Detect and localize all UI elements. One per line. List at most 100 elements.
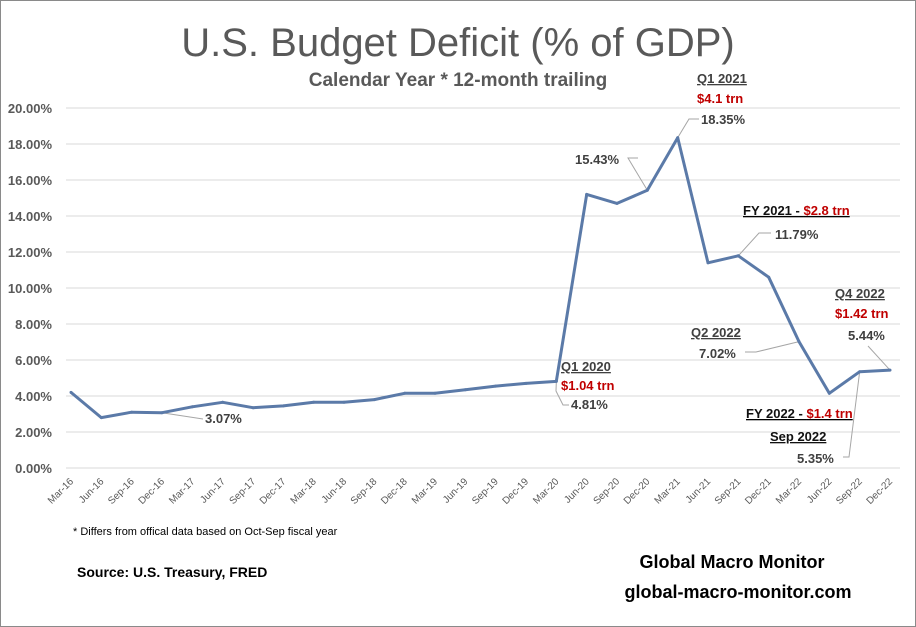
annotation-fy2022-heading: FY 2022 - $1.4 trn	[746, 406, 853, 421]
annotation-q1-2021-heading: Q1 2021	[697, 71, 747, 86]
annotation-dec20-value: 15.43%	[575, 152, 620, 167]
brand-url: global-macro-monitor.com	[624, 582, 851, 602]
x-tick-label: Mar-16	[46, 476, 76, 506]
data-point	[585, 192, 589, 196]
x-tick-label: Jun-17	[198, 476, 228, 506]
y-tick-label: 10.00%	[8, 281, 53, 296]
x-tick-label: Dec-22	[865, 476, 896, 507]
data-point	[767, 275, 771, 279]
data-point	[827, 391, 831, 395]
x-tick-label: Mar-18	[289, 476, 319, 506]
chart-subtitle: Calendar Year * 12-month trailing	[309, 70, 607, 91]
x-tick-label: Sep-22	[834, 476, 865, 507]
annotation-q2-2022-value: 7.02%	[699, 346, 736, 361]
data-point	[190, 405, 194, 409]
x-tick-label: Jun-16	[77, 476, 107, 506]
x-axis-ticks: Mar-16 Jun-16 Sep-16 Dec-16 Mar-17 Jun-17 Sep-…	[46, 476, 895, 507]
y-tick-label: 16.00%	[8, 173, 53, 188]
x-tick-label: Dec-20	[622, 476, 653, 507]
y-tick-label: 2.00%	[15, 425, 52, 440]
annotation-q2-2022-heading: Q2 2022	[691, 325, 741, 340]
annotation-q4-2022-heading: Q4 2022	[835, 286, 885, 301]
leader-q1-2021	[677, 118, 699, 138]
data-point	[251, 406, 255, 410]
source-text: Source: U.S. Treasury, FRED	[77, 564, 267, 580]
x-tick-label: Mar-19	[410, 476, 440, 506]
y-tick-label: 12.00%	[8, 245, 53, 260]
x-tick-label: Mar-22	[774, 476, 804, 506]
leader-q1-2020	[555, 381, 569, 406]
annotation-fy2021-amount: $2.8 trn	[803, 203, 849, 218]
annotation-q4-2022-value: 5.44%	[848, 328, 885, 343]
annotation-fy2021-value: 11.79%	[775, 227, 819, 242]
x-tick-label: Jun-21	[684, 476, 714, 506]
data-point	[160, 411, 164, 415]
data-point	[463, 388, 467, 392]
x-tick-label: Jun-22	[805, 476, 835, 506]
data-point	[554, 379, 558, 383]
data-point	[888, 368, 892, 372]
data-point	[858, 370, 862, 374]
data-point	[736, 254, 740, 258]
data-point	[706, 261, 710, 265]
chart-title: U.S. Budget Deficit (% of GDP)	[181, 21, 735, 65]
y-tick-label: 8.00%	[15, 317, 52, 332]
y-axis-ticks: 0.00% 2.00% 4.00% 6.00% 8.00% 10.00% 12.00% 14.…	[8, 101, 53, 476]
leader-q4-2022	[867, 345, 891, 371]
data-point	[676, 136, 680, 140]
brand-name: Global Macro Monitor	[639, 552, 824, 572]
annotation-fy2021-heading: FY 2021 - $2.8 trn	[743, 203, 850, 218]
annotation-fy2022-amount: $1.4 trn	[806, 406, 852, 421]
x-tick-label: Sep-16	[106, 476, 137, 507]
data-point	[281, 404, 285, 408]
leader-fy2022	[843, 371, 861, 458]
x-tick-label: Sep-20	[592, 476, 623, 507]
annotation-q1-2020-heading: Q1 2020	[561, 359, 611, 374]
annotation-dec16-value: 3.07%	[205, 411, 242, 426]
data-point	[524, 381, 528, 385]
annotation-fy2022-sep: Sep 2022	[770, 429, 826, 444]
y-tick-label: 14.00%	[8, 209, 53, 224]
leader-dec20	[627, 157, 648, 191]
x-tick-label: Sep-21	[713, 476, 744, 507]
series-line	[70, 136, 891, 420]
x-tick-label: Dec-18	[379, 476, 410, 507]
annotation-q1-2020-amount: $1.04 trn	[561, 378, 615, 393]
annotation-fy2021-label: FY 2021 -	[743, 203, 803, 218]
x-tick-label: Sep-19	[470, 476, 501, 507]
annotation-fy2022-label: FY 2022 -	[746, 406, 806, 421]
data-point	[494, 384, 498, 388]
y-tick-label: 6.00%	[15, 353, 52, 368]
annotation-q4-2022-amount: $1.42 trn	[835, 306, 889, 321]
x-tick-label: Dec-21	[743, 476, 774, 507]
annotation-leaders	[161, 118, 891, 458]
data-point	[797, 340, 801, 344]
y-tick-label: 18.00%	[8, 137, 53, 152]
leader-fy2021	[737, 232, 771, 257]
x-tick-label: Jun-18	[320, 476, 350, 506]
annotation-q1-2021-value: 18.35%	[701, 112, 746, 127]
leader-dec16	[161, 412, 204, 420]
x-tick-label: Sep-17	[228, 476, 259, 507]
data-point	[221, 400, 225, 404]
footnote: * Differs from offical data based on Oct…	[73, 526, 338, 538]
y-tick-label: 0.00%	[15, 461, 52, 476]
data-point	[342, 400, 346, 404]
x-tick-label: Jun-19	[441, 476, 471, 506]
data-point	[69, 390, 73, 394]
data-point	[615, 201, 619, 205]
data-point	[312, 400, 316, 404]
annotation-q1-2020-value: 4.81%	[571, 397, 608, 412]
annotation-fy2022-value: 5.35%	[797, 451, 834, 466]
x-tick-label: Dec-16	[137, 476, 168, 507]
x-tick-label: Mar-21	[653, 476, 683, 506]
x-tick-label: Mar-17	[167, 476, 197, 506]
x-tick-label: Sep-18	[349, 476, 380, 507]
data-point	[372, 398, 376, 402]
x-tick-label: Jun-20	[562, 476, 592, 506]
series-layer	[69, 136, 892, 420]
annotation-q1-2021-amount: $4.1 trn	[697, 91, 743, 106]
data-point	[433, 391, 437, 395]
